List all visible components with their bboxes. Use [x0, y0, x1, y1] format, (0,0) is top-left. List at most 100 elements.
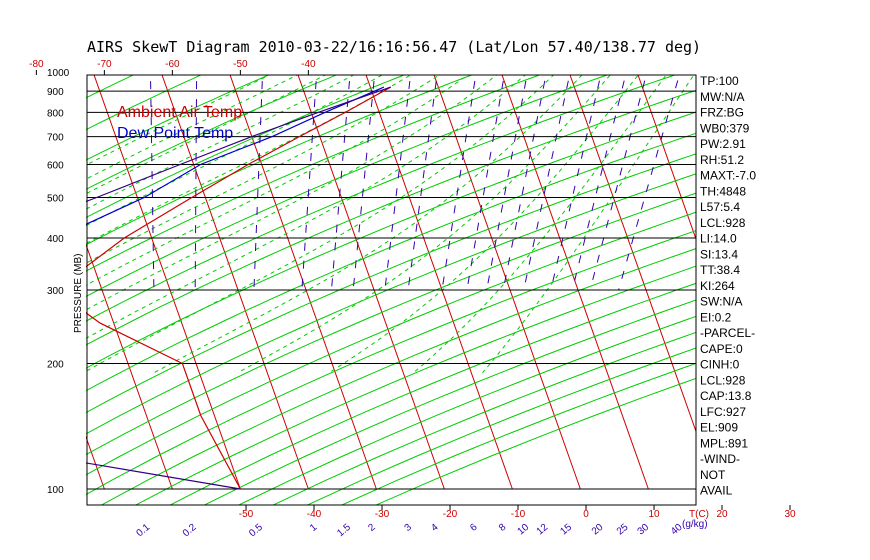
dry-adiabat-line: [374, 377, 696, 505]
mixing-ratio-tick-label: 0.1: [135, 522, 153, 540]
stability-index-item: SI:13.4: [700, 247, 738, 261]
stability-index-item: MPL:891: [700, 436, 748, 450]
dry-adiabat-line: [100, 248, 696, 505]
stability-index-item: TT:38.4: [700, 263, 740, 277]
stability-index-item: -WIND-: [700, 452, 740, 466]
series-line-parcel: [86, 86, 391, 203]
mixing-ratio-unit-label: (g/kg): [682, 519, 708, 530]
stability-index-item: NOT: [700, 468, 726, 482]
bottom-temp-tick-label: -50: [239, 509, 254, 520]
stability-index-item: PW:2.91: [700, 137, 746, 151]
mixing-ratio-tick-label: 1.5: [335, 522, 353, 540]
mixing-ratio-line: [194, 75, 198, 291]
isotherm-line: [0, 72, 36, 489]
isotherm-line: [86, 243, 173, 490]
mixing-ratio-tick-label: 3: [403, 522, 415, 534]
moist-adiabat-line: [86, 75, 299, 180]
dry-adiabat-line: [306, 347, 696, 505]
stability-index-item: EI:0.2: [700, 310, 732, 324]
stability-index-item: CAP:13.8: [700, 389, 752, 403]
dry-adiabat-line: [86, 132, 696, 392]
series-line-tropopause: [86, 462, 241, 490]
dry-adiabat-line: [0, 63, 21, 508]
legend: Ambient Air Temp Dew Point Temp: [117, 104, 242, 142]
stability-index-item: MAXT:-7.0: [700, 169, 756, 183]
pressure-tick-label: 800: [47, 108, 64, 119]
stability-index-item: LCL:928: [700, 216, 746, 230]
isotherm-line: [773, 72, 870, 489]
dry-adiabat-line: [203, 299, 696, 505]
dry-adiabat-line: [86, 192, 696, 456]
dry-adiabat-line: [86, 89, 696, 346]
mixing-ratio-line: [589, 75, 647, 291]
stability-index-item: CAPE:0: [700, 342, 743, 356]
dry-adiabat-line: [86, 75, 406, 219]
pressure-tick-label: 500: [47, 194, 64, 205]
stability-index-item: FRZ:BG: [700, 106, 744, 120]
isotherm-line: [569, 75, 696, 433]
stability-index-item: CINH:0: [700, 358, 740, 372]
stability-index-item: MW:N/A: [700, 90, 744, 104]
moist-adiabat-line: [86, 75, 383, 227]
mixing-ratio-tick-label: 20: [590, 522, 606, 538]
dry-adiabat-line: [86, 230, 696, 496]
moist-adiabat-line: [86, 75, 271, 166]
bottom-temp-tick-label: -10: [511, 509, 526, 520]
stability-index-item: -PARCEL-: [700, 326, 755, 340]
stability-index-item: TP:100: [700, 74, 739, 88]
dry-adiabat-line: [272, 331, 696, 505]
series-layer: [86, 86, 391, 490]
mixing-ratio-tick-label: 8: [497, 522, 509, 534]
mixing-ratio-line: [466, 75, 505, 291]
dry-adiabat-line: [86, 75, 338, 190]
stability-index-item: WB0:379: [700, 121, 750, 135]
pressure-tick-label: 600: [47, 161, 64, 172]
bottom-temp-tick-label: -40: [307, 509, 322, 520]
series-line-dew-point-temp: [86, 86, 385, 225]
dry-adiabat-line: [86, 75, 609, 298]
dry-adiabat-line: [134, 265, 696, 505]
dry-adiabat-line: [169, 282, 696, 505]
stability-index-item: LI:14.0: [700, 232, 737, 246]
moist-adiabat-line: [237, 75, 611, 374]
plot-frame: [86, 74, 697, 506]
isotherm-line: [841, 72, 870, 489]
mixing-ratio-tick-label: 1: [308, 522, 320, 534]
pressure-tick-label: 900: [47, 87, 64, 98]
legend-dew-point-temp: Dew Point Temp: [117, 125, 233, 142]
moist-adiabat-line: [86, 75, 498, 311]
mixing-ratio-line: [550, 75, 602, 291]
mixing-ratio-line: [150, 75, 155, 291]
moist-adiabat-line: [86, 75, 355, 210]
stability-index-item: TH:4848: [700, 184, 746, 198]
mixing-ratio-line: [352, 75, 376, 291]
mixing-ratio-line: [330, 75, 351, 291]
mixing-ratio-line: [523, 75, 571, 291]
pressure-tick-label: 100: [47, 485, 64, 496]
moist-adiabat-line: [86, 75, 526, 339]
dry-adiabat-line: [86, 75, 203, 131]
pressure-tick-label: 1000: [47, 68, 70, 79]
mixing-ratio-tick-label: 30: [636, 522, 652, 538]
bottom-temp-tick-label: -30: [375, 509, 390, 520]
dry-adiabat-line: [86, 75, 541, 272]
moist-adiabat-line: [482, 75, 695, 374]
pressure-tick-label: 300: [47, 286, 64, 297]
dry-adiabat-line: [86, 153, 696, 414]
isotherm-line: [365, 75, 513, 490]
top-temp-tick-label: -60: [165, 59, 180, 70]
pressure-tick-label: 400: [47, 234, 64, 245]
mixing-ratio-line: [301, 75, 318, 291]
stability-index-item: EL:909: [700, 421, 738, 435]
stability-index-item: RH:51.2: [700, 153, 744, 167]
series-line-ambient-air-temp: [86, 86, 391, 490]
moist-adiabat-line: [413, 75, 667, 374]
top-temp-tick-label: -80: [29, 59, 44, 70]
mixing-ratio-line: [618, 75, 680, 291]
moist-adiabat-line: [86, 75, 327, 195]
legend-ambient-air-temp: Ambient Air Temp: [117, 104, 242, 121]
mixing-ratio-tick-label: 12: [535, 522, 551, 538]
bottom-temp-tick-label: 20: [716, 509, 728, 520]
bottom-unit-label: T(C): [689, 509, 709, 520]
dry-adiabat-line: [86, 75, 270, 161]
